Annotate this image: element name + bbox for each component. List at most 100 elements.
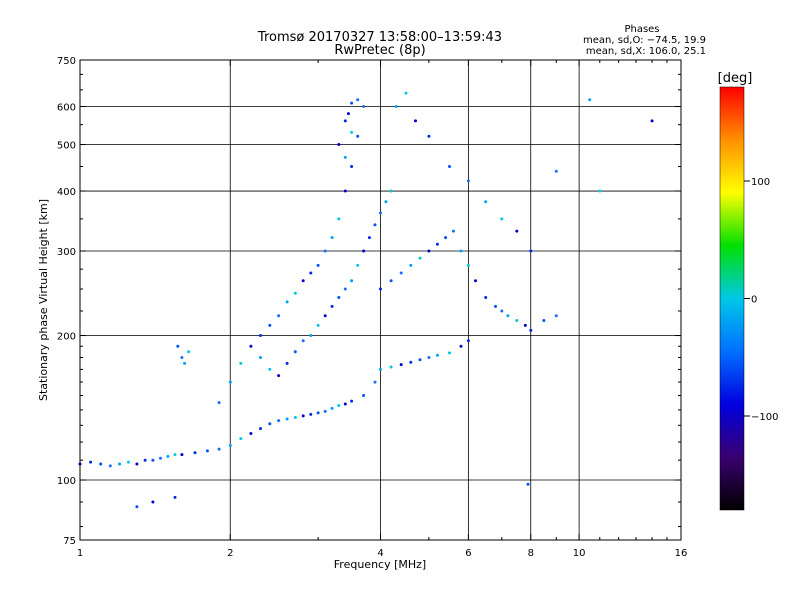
data-point: [337, 217, 341, 221]
data-point: [166, 454, 170, 458]
colorbar: [719, 86, 745, 511]
data-point: [173, 453, 177, 457]
x-tick-label: 8: [528, 548, 534, 559]
stats-o-mode: mean, sd,O: −74.5, 19.9: [583, 35, 706, 46]
data-point: [217, 401, 221, 405]
data-point: [542, 319, 546, 322]
data-point: [384, 200, 388, 204]
data-point: [143, 458, 147, 462]
data-point: [466, 339, 470, 343]
data-point: [451, 229, 455, 233]
stats-x-mode: mean, sd,X: 106.0, 25.1: [586, 46, 706, 57]
data-point: [414, 119, 417, 123]
data-point: [350, 130, 354, 134]
data-points: [78, 91, 654, 509]
data-point: [159, 456, 162, 460]
data-point: [427, 249, 431, 253]
data-point: [268, 422, 272, 426]
data-point: [259, 427, 262, 431]
data-point: [173, 495, 177, 499]
data-point: [268, 323, 272, 327]
data-point: [554, 169, 558, 173]
colorbar-tick-label: 100: [751, 177, 770, 188]
data-point: [343, 155, 347, 159]
data-point: [316, 323, 320, 327]
colorbar-ticks: 100 0 −100: [744, 177, 778, 423]
data-point: [99, 462, 103, 466]
data-point: [362, 394, 366, 397]
data-point: [285, 361, 289, 365]
data-point: [285, 300, 289, 304]
data-point: [343, 119, 347, 123]
data-point: [362, 249, 366, 253]
data-point: [249, 344, 253, 348]
data-point: [379, 367, 382, 371]
data-point: [500, 217, 504, 221]
data-point: [389, 279, 393, 283]
data-point: [554, 314, 558, 318]
data-point: [309, 412, 313, 416]
data-point: [418, 256, 422, 260]
data-point: [259, 356, 262, 359]
data-point: [323, 314, 327, 318]
data-point: [277, 374, 281, 378]
colorbar-tick-label: 0: [751, 295, 757, 306]
data-point: [526, 482, 530, 486]
data-point: [151, 458, 155, 462]
data-point: [343, 402, 347, 406]
data-point: [409, 360, 413, 364]
data-point: [259, 334, 262, 337]
data-point: [323, 249, 327, 253]
data-point: [239, 437, 243, 441]
data-point: [494, 304, 497, 308]
data-point: [427, 134, 431, 138]
data-point: [389, 365, 393, 369]
data-point: [356, 134, 360, 138]
data-point: [309, 334, 313, 337]
grid-lines: [80, 60, 681, 540]
y-axis-ticks: 75 100 200 300 400 500 600 750: [57, 56, 681, 547]
y-tick-label: 200: [57, 332, 76, 343]
data-point: [126, 460, 130, 464]
data-point: [217, 447, 221, 451]
data-point: [180, 453, 184, 457]
data-point: [350, 279, 354, 283]
colorbar-label: [deg]: [718, 71, 753, 86]
x-tick-label: 10: [573, 548, 586, 559]
data-point: [506, 314, 510, 318]
data-point: [187, 350, 191, 354]
data-point: [362, 105, 366, 108]
data-point: [228, 444, 232, 447]
data-point: [515, 319, 519, 322]
data-point: [330, 406, 334, 410]
data-point: [404, 91, 408, 95]
x-tick-label: 2: [227, 548, 233, 559]
data-point: [205, 449, 209, 453]
data-point: [323, 409, 327, 413]
data-point: [337, 296, 341, 299]
data-point: [343, 189, 347, 193]
data-point: [459, 249, 463, 253]
data-point: [409, 263, 413, 267]
x-tick-label: 4: [377, 548, 383, 559]
data-point: [135, 505, 139, 509]
data-point: [151, 500, 155, 504]
data-point: [89, 460, 93, 464]
data-point: [598, 189, 602, 193]
x-axis-label: Frequency [MHz]: [334, 558, 426, 571]
y-tick-label: 400: [57, 187, 76, 198]
data-point: [337, 143, 341, 146]
data-point: [180, 356, 184, 359]
data-point: [343, 287, 347, 291]
data-point: [373, 380, 377, 384]
data-point: [135, 462, 139, 466]
data-point: [444, 236, 448, 240]
data-point: [435, 353, 439, 357]
data-point: [316, 263, 320, 267]
data-point: [293, 416, 297, 419]
data-point: [500, 309, 504, 313]
data-point: [399, 271, 403, 275]
y-tick-label: 300: [57, 247, 76, 258]
data-point: [484, 200, 488, 204]
